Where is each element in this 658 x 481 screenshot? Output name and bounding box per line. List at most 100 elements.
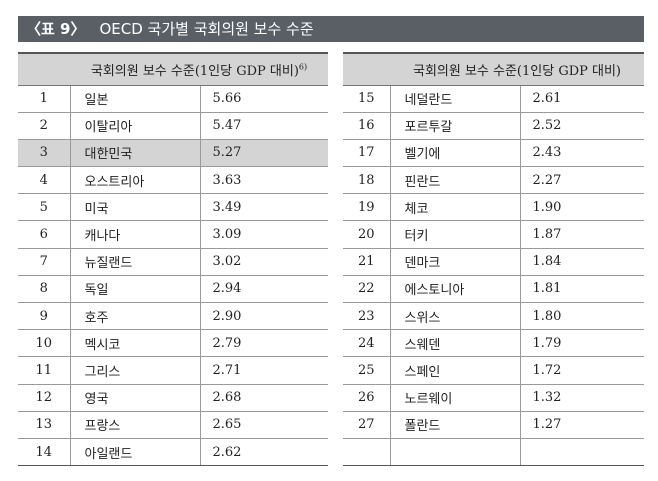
- table-row: 12 영국 2.68: [18, 384, 328, 412]
- value-cell: 1.87: [519, 220, 644, 249]
- table-row: 4 오스트리아 3.63: [18, 166, 328, 195]
- country-cell: 캐나다: [69, 220, 200, 249]
- pay-level-header-text: 국회의원 보수 수준(1인당 GDP 대비): [412, 63, 622, 79]
- rank-header-cell: [343, 52, 390, 86]
- table-row: 22 에스토니아 1.81: [343, 275, 644, 304]
- rank-cell: 17: [343, 139, 390, 168]
- rank-cell: 3: [18, 139, 70, 168]
- country-cell: 노르웨이: [389, 384, 520, 412]
- country-cell: 스웨덴: [389, 329, 520, 358]
- rank-cell: 5: [18, 193, 70, 222]
- country-cell: 포르투갈: [389, 112, 520, 140]
- rank-cell: 26: [343, 384, 390, 412]
- value-cell: 2.62: [199, 438, 328, 467]
- table-row: 25 스페인 1.72: [343, 356, 644, 385]
- value-cell: 3.02: [199, 248, 328, 276]
- country-cell: 영국: [69, 384, 200, 412]
- table-row: 19 체코 1.90: [343, 193, 644, 222]
- value-cell: 2.79: [199, 329, 328, 358]
- country-cell: 덴마크: [389, 248, 520, 276]
- country-cell: 미국: [69, 193, 200, 222]
- pay-level-header: 국회의원 보수 수준(1인당 GDP 대비): [390, 52, 644, 86]
- value-cell: 1.27: [519, 411, 644, 439]
- country-cell: 독일: [69, 275, 200, 304]
- rank-cell: 11: [18, 356, 70, 385]
- value-cell: 2.90: [199, 302, 328, 331]
- rank-cell: 21: [343, 248, 390, 276]
- rank-cell: 15: [343, 85, 390, 113]
- right-table-body: 15 네덜란드 2.61 16 포르투갈 2.52 17 벨기에 2.43 18 핀란드 2.27 19…: [343, 85, 644, 467]
- country-cell: 뉴질랜드: [69, 248, 200, 276]
- country-cell: 일본: [69, 85, 200, 113]
- value-cell: 2.65: [199, 411, 328, 439]
- rank-cell: 27: [343, 411, 390, 439]
- table-row: 8 독일 2.94: [18, 275, 328, 304]
- value-cell: 5.66: [199, 85, 328, 113]
- rank-cell: 9: [18, 302, 70, 331]
- table-row: 20 터키 1.87: [343, 220, 644, 249]
- rank-header-cell: [18, 52, 70, 86]
- table-row: 3 대한민국 5.27: [18, 139, 328, 168]
- table-number-label: 〈표 9〉: [26, 20, 86, 38]
- country-cell: 핀란드: [389, 166, 520, 195]
- table-header-row: 국회의원 보수 수준(1인당 GDP 대비)6): [18, 52, 328, 86]
- rank-cell: 12: [18, 384, 70, 412]
- table-row: 27 폴란드 1.27: [343, 411, 644, 439]
- rank-cell: 4: [18, 166, 70, 195]
- value-cell: 1.32: [519, 384, 644, 412]
- table-row: 21 덴마크 1.84: [343, 248, 644, 276]
- table-row: 16 포르투갈 2.52: [343, 112, 644, 140]
- value-cell: 2.71: [199, 356, 328, 385]
- table-row: 23 스위스 1.80: [343, 302, 644, 331]
- country-cell: 호주: [69, 302, 200, 331]
- left-table-body: 1 일본 5.66 2 이탈리아 5.47 3 대한민국 5.27 4 오스트리아 3.63 5 미국 3.…: [18, 85, 328, 467]
- pay-level-header: 국회의원 보수 수준(1인당 GDP 대비)6): [70, 52, 328, 86]
- rank-cell: 8: [18, 275, 70, 304]
- country-cell: 에스토니아: [389, 275, 520, 304]
- rank-cell: 1: [18, 85, 70, 113]
- table-title: OECD 국가별 국회의원 보수 수준: [99, 20, 314, 38]
- table-row: 15 네덜란드 2.61: [343, 85, 644, 113]
- table-row: 6 캐나다 3.09: [18, 220, 328, 249]
- rank-cell: 14: [18, 438, 70, 467]
- table-row: 10 멕시코 2.79: [18, 329, 328, 358]
- value-cell: 2.61: [519, 85, 644, 113]
- country-cell: 이탈리아: [69, 112, 200, 140]
- rank-cell: 20: [343, 220, 390, 249]
- table-title-bar: 〈표 9〉 OECD 국가별 국회의원 보수 수준: [18, 16, 644, 42]
- rank-cell: 18: [343, 166, 390, 195]
- table-row: 24 스웨덴 1.79: [343, 329, 644, 358]
- value-cell: 1.90: [519, 193, 644, 222]
- value-cell: 1.80: [519, 302, 644, 331]
- rank-cell: 13: [18, 411, 70, 439]
- value-cell: 5.27: [199, 139, 328, 168]
- value-cell: 2.27: [519, 166, 644, 195]
- rank-cell: 22: [343, 275, 390, 304]
- country-cell: 터키: [389, 220, 520, 249]
- value-cell: 1.84: [519, 248, 644, 276]
- table-row: 26 노르웨이 1.32: [343, 384, 644, 412]
- country-cell: 체코: [389, 193, 520, 222]
- value-cell: 1.79: [519, 329, 644, 358]
- country-cell: 대한민국: [69, 139, 200, 168]
- country-cell: 오스트리아: [69, 166, 200, 195]
- table-row: 1 일본 5.66: [18, 85, 328, 113]
- country-cell: 폴란드: [389, 411, 520, 439]
- value-cell: 2.68: [199, 384, 328, 412]
- table-header-row: 국회의원 보수 수준(1인당 GDP 대비): [343, 52, 644, 86]
- value-cell: 2.52: [519, 112, 644, 140]
- rank-cell: 16: [343, 112, 390, 140]
- value-cell: 3.63: [199, 166, 328, 195]
- country-cell: 아일랜드: [69, 438, 200, 467]
- rank-cell: 19: [343, 193, 390, 222]
- rank-cell: 2: [18, 112, 70, 140]
- country-cell: 벨기에: [389, 139, 520, 168]
- country-cell: 네덜란드: [389, 85, 520, 113]
- left-ranking-table: 국회의원 보수 수준(1인당 GDP 대비)6) 1 일본 5.66 2 이탈리아 5.4…: [18, 52, 328, 467]
- value-cell: [519, 438, 644, 467]
- rank-cell: 25: [343, 356, 390, 385]
- country-cell: 스위스: [389, 302, 520, 331]
- rank-cell: 6: [18, 220, 70, 249]
- value-cell: 1.81: [519, 275, 644, 304]
- rank-cell: 24: [343, 329, 390, 358]
